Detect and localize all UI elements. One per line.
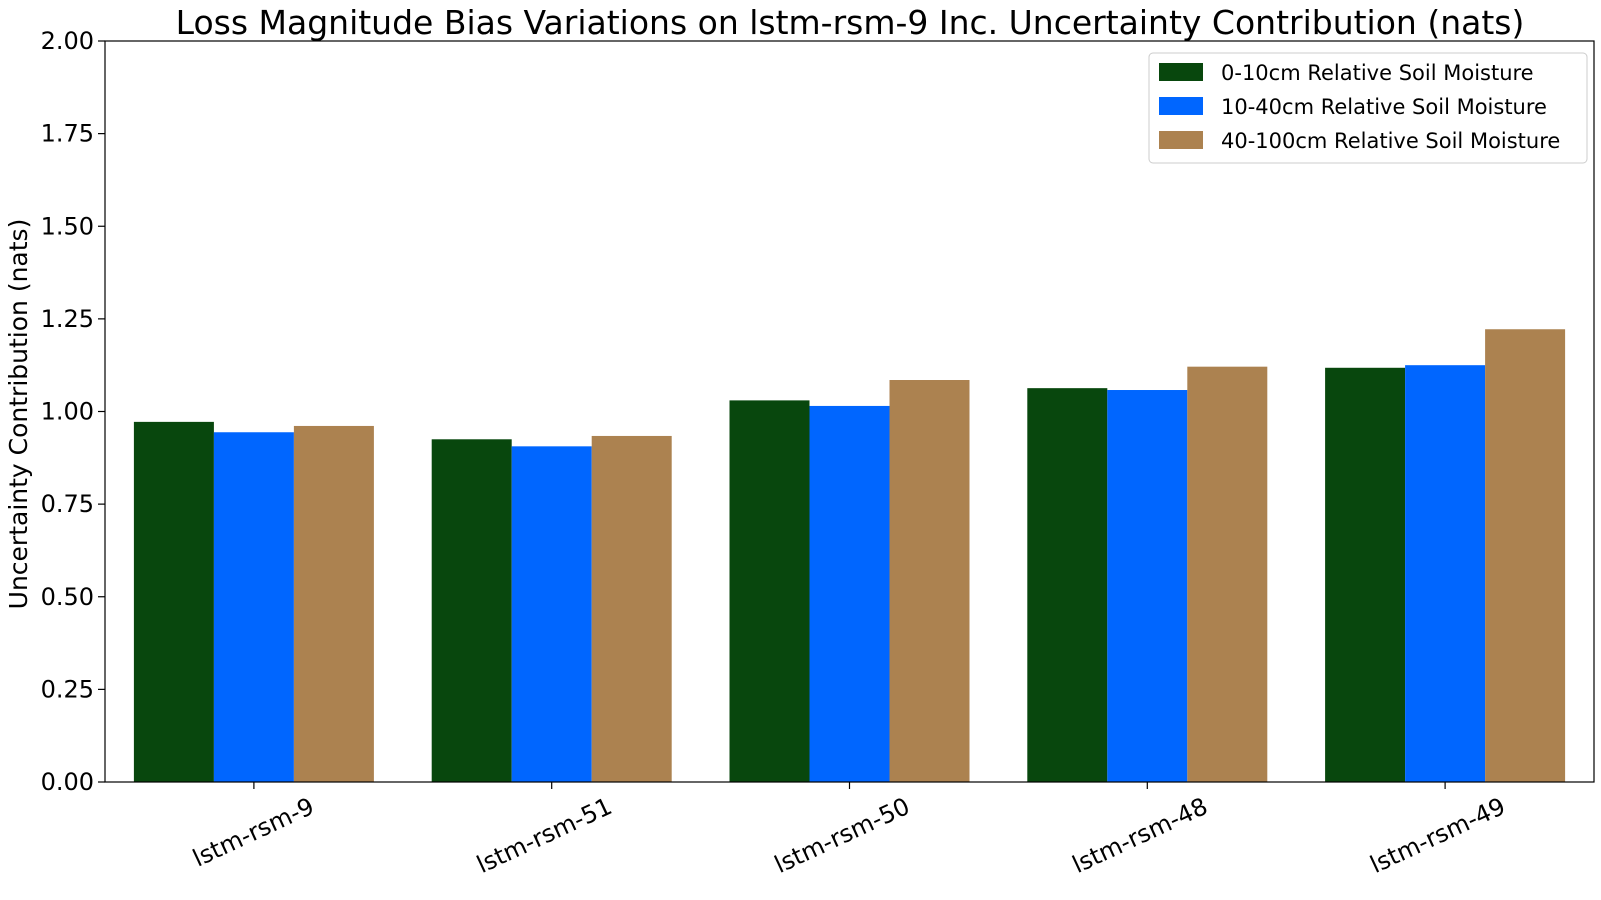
chart-title: Loss Magnitude Bias Variations on lstm-r… [176,3,1525,42]
bar-lstm-rsm-48-series-2 [1107,390,1188,782]
bar-lstm-rsm-49-series-1 [1325,367,1406,782]
x-tick-label: lstm-rsm-48 [1068,792,1212,879]
y-tick-label: 0.75 [41,490,94,518]
y-tick-label: 0.25 [41,675,94,703]
y-tick-label: 1.50 [41,212,94,240]
legend-swatch-1 [1159,63,1203,81]
bar-lstm-rsm-48-series-1 [1027,388,1108,782]
bar-lstm-rsm-49-series-3 [1485,329,1566,782]
y-axis-label: Uncertainty Contribution (nats) [4,219,33,610]
bar-lstm-rsm-50-series-3 [889,380,970,782]
plot-area: 0.00 0.25 0.50 0.75 1.00 1.25 1.50 1.75 2.00 lstm… [41,27,1595,879]
x-tick-label: lstm-rsm-9 [188,792,318,872]
bar-lstm-rsm-49-series-2 [1405,365,1486,782]
bar-lstm-rsm-48-series-3 [1187,366,1268,782]
bar-lstm-rsm-50-series-2 [809,405,890,782]
x-tick-label: lstm-rsm-51 [472,792,616,879]
bar-lstm-rsm-9-series-3 [293,425,374,782]
bar-lstm-rsm-51-series-1 [431,439,512,782]
legend-label-3: 40-100cm Relative Soil Moisture [1221,129,1560,153]
bar-lstm-rsm-51-series-2 [511,446,592,782]
bar-lstm-rsm-9-series-1 [133,421,214,782]
x-tick-label: lstm-rsm-49 [1366,792,1510,879]
y-tick-label: 0.50 [41,583,94,611]
y-tick-label: 0.00 [41,768,94,796]
y-tick-label: 2.00 [41,27,94,55]
bar-lstm-rsm-9-series-2 [213,432,294,782]
y-tick-label: 1.00 [41,398,94,426]
bar-lstm-rsm-51-series-3 [591,435,672,782]
x-tick-label: lstm-rsm-50 [770,792,914,879]
legend-label-2: 10-40cm Relative Soil Moisture [1221,95,1547,119]
bar-lstm-rsm-50-series-1 [729,400,810,782]
legend-swatch-2 [1159,97,1203,115]
y-tick-label: 1.25 [41,305,94,333]
y-tick-label: 1.75 [41,120,94,148]
legend-box [1148,52,1588,164]
legend-label-1: 0-10cm Relative Soil Moisture [1221,61,1534,85]
legend-swatch-3 [1159,131,1203,149]
